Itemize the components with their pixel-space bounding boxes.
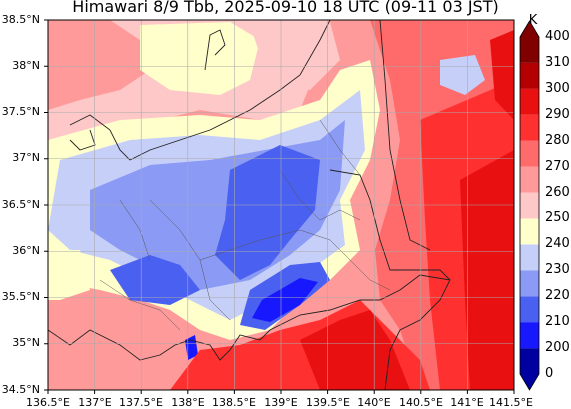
colorbar-segment xyxy=(520,322,539,349)
colorbar-tick-label: 220 xyxy=(545,288,570,303)
lat-label: 36°N xyxy=(12,244,40,257)
colorbar xyxy=(519,20,540,391)
lat-label: 37°N xyxy=(12,151,40,164)
lat-label: 37.5°N xyxy=(1,105,40,118)
colorbar-tick-label: 400 xyxy=(545,29,570,44)
colorbar-tick-label: 240 xyxy=(545,236,570,251)
lat-label: 34.5°N xyxy=(1,383,40,396)
lat-label: 35°N xyxy=(12,336,40,349)
lon-label: 138°E xyxy=(171,396,205,409)
colorbar-tick-label: 300 xyxy=(545,81,570,96)
lon-label: 139.5°E xyxy=(306,396,350,409)
lon-label: 140°E xyxy=(357,396,391,409)
lon-label: 141°E xyxy=(450,396,484,409)
colorbar-tick-label: 250 xyxy=(545,210,570,225)
colorbar-outline xyxy=(519,20,540,391)
lon-label: 138.5°E xyxy=(212,396,256,409)
colorbar-segment xyxy=(520,62,539,89)
colorbar-segment xyxy=(520,296,539,323)
colorbar-segment xyxy=(520,244,539,271)
lon-label: 140.5°E xyxy=(399,396,443,409)
colorbar-segment xyxy=(520,21,539,63)
colorbar-tick-label: 200 xyxy=(545,340,570,355)
lat-label: 35.5°N xyxy=(1,290,40,303)
axis-ticks xyxy=(44,19,515,394)
colorbar-tick-label: 230 xyxy=(545,262,570,277)
colorbar-segment xyxy=(520,114,539,141)
colorbar-tick-label: 290 xyxy=(545,107,570,122)
colorbar-tick-label: 210 xyxy=(545,314,570,329)
lon-label: 137°E xyxy=(78,396,112,409)
colorbar-segment xyxy=(520,192,539,219)
boundary-lines xyxy=(99,119,391,331)
colorbar-segment xyxy=(520,88,539,115)
lat-label: 38.5°N xyxy=(1,13,40,26)
map-title: Himawari 8/9 Tbb, 2025-09-10 18 UTC (09-… xyxy=(72,0,499,16)
coastline-lines xyxy=(48,20,451,390)
colorbar-segment xyxy=(520,140,539,167)
colorbar-unit: K xyxy=(528,13,538,28)
colorbar-segment xyxy=(520,270,539,297)
colorbar-segment xyxy=(520,218,539,245)
lon-label: 136.5°E xyxy=(26,396,70,409)
lon-label: 141.5°E xyxy=(489,396,533,409)
lon-label: 137.5°E xyxy=(119,396,163,409)
lat-label: 38°N xyxy=(12,59,40,72)
lat-label: 36.5°N xyxy=(1,198,40,211)
colorbar-tick-label: 260 xyxy=(545,185,570,200)
colorbar-segment xyxy=(520,166,539,193)
gridlines xyxy=(48,20,514,390)
colorbar-tick-label: 0 xyxy=(545,366,554,381)
colorbar-tick-label: 270 xyxy=(545,159,570,174)
colorbar-tick-label: 280 xyxy=(545,133,570,148)
lon-label: 139°E xyxy=(264,396,298,409)
colorbar-tick-label: 310 xyxy=(545,55,570,70)
colorbar-segment xyxy=(520,348,539,390)
